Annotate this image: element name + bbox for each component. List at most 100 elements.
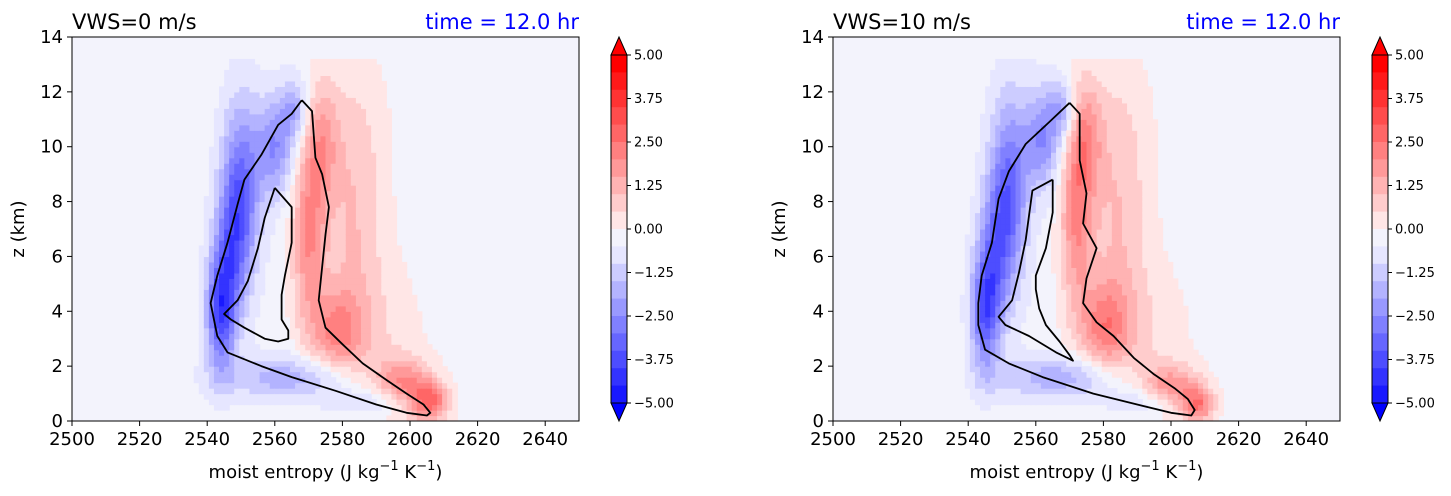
field-cell <box>305 130 311 137</box>
field-cell <box>1035 393 1042 400</box>
field-cell <box>234 75 240 82</box>
colorbar-level <box>1372 89 1388 108</box>
field-cell <box>1137 349 1143 356</box>
field-cell <box>1106 212 1113 219</box>
field-cell <box>350 119 357 126</box>
field-cell <box>980 135 986 142</box>
field-cell <box>1056 294 1062 301</box>
field-cell <box>315 371 322 378</box>
field-cell <box>1177 322 1184 329</box>
field-cell <box>360 289 367 296</box>
field-cell <box>442 371 448 378</box>
field-cell <box>219 152 225 159</box>
field-cell <box>386 174 393 181</box>
field-cell <box>1081 152 1088 159</box>
field-cell <box>249 86 256 93</box>
field-cell <box>224 399 230 406</box>
field-cell <box>300 250 306 258</box>
field-cell <box>320 399 327 406</box>
field-cell <box>416 327 423 334</box>
field-cell <box>995 223 1001 230</box>
field-cell <box>1071 152 1077 159</box>
field-cell <box>964 382 971 389</box>
field-cell <box>1051 366 1057 373</box>
field-cell <box>208 196 215 203</box>
field-cell <box>1121 333 1128 340</box>
y-tick-label: 2 <box>52 356 63 377</box>
field-cell <box>203 316 210 323</box>
field-cell <box>1000 388 1006 395</box>
field-cell <box>1010 382 1017 389</box>
field-cell <box>300 174 306 181</box>
field-cell <box>229 355 235 362</box>
field-cell <box>452 399 458 406</box>
field-cell <box>1116 371 1123 378</box>
field-cell <box>1101 185 1108 192</box>
field-cell <box>1040 141 1047 148</box>
field-cell <box>229 212 235 219</box>
title-right: time = 12.0 hr <box>425 10 579 34</box>
field-cell <box>274 207 281 214</box>
field-cell <box>279 130 286 137</box>
contour-lines <box>977 102 1196 417</box>
field-cell <box>396 322 403 329</box>
field-cell <box>1152 289 1159 296</box>
field-cell <box>1015 388 1022 395</box>
field-cell <box>284 130 291 137</box>
field-cell <box>350 218 357 225</box>
field-cell <box>224 316 230 323</box>
field-cell <box>381 316 387 323</box>
field-cell <box>325 69 332 76</box>
field-cell <box>234 250 240 258</box>
field-cell <box>1005 174 1012 181</box>
field-cell <box>990 196 996 203</box>
field-cell <box>1127 344 1133 351</box>
field-cell <box>259 190 266 197</box>
field-cell <box>1096 163 1103 170</box>
field-cell <box>1091 393 1098 400</box>
field-cell <box>1061 207 1067 214</box>
field-cell <box>1081 58 1088 66</box>
field-cell <box>1157 311 1164 318</box>
field-cell <box>386 388 393 395</box>
field-cell <box>1015 316 1022 323</box>
field-cell <box>1121 212 1128 219</box>
field-cell <box>1121 69 1128 76</box>
field-cell <box>1172 305 1179 312</box>
field-cell <box>969 338 976 345</box>
field-cell <box>376 207 382 214</box>
field-cell <box>1132 196 1138 203</box>
field-cell <box>1152 245 1159 252</box>
field-cell <box>254 64 261 71</box>
field-cell <box>371 360 377 367</box>
field-cell <box>1182 382 1189 389</box>
field-cell <box>259 283 266 290</box>
field-cell <box>325 316 332 323</box>
field-cell <box>320 382 327 389</box>
field-cell <box>1081 344 1088 351</box>
field-cell <box>325 124 332 131</box>
field-cell <box>345 300 352 307</box>
field-cell <box>360 163 367 170</box>
field-cell <box>1116 168 1123 175</box>
field-cell <box>1061 229 1067 236</box>
field-cell <box>310 388 316 395</box>
field-cell <box>391 212 398 219</box>
field-cell <box>1091 278 1098 285</box>
field-cell <box>229 377 235 384</box>
field-cell <box>1116 207 1123 214</box>
field-cell <box>995 272 1001 279</box>
field-cell <box>1132 135 1138 142</box>
field-cell <box>381 80 387 87</box>
field-cell <box>391 261 398 268</box>
field-cell <box>1106 366 1113 373</box>
field-cell <box>244 163 251 170</box>
field-cell <box>969 261 976 268</box>
field-cell <box>1035 108 1042 115</box>
field-cell <box>381 157 387 164</box>
field-cell <box>969 239 976 247</box>
field-cell <box>279 393 286 400</box>
field-cell <box>1000 190 1006 197</box>
field-cell <box>391 410 398 417</box>
field-cell <box>335 234 342 241</box>
